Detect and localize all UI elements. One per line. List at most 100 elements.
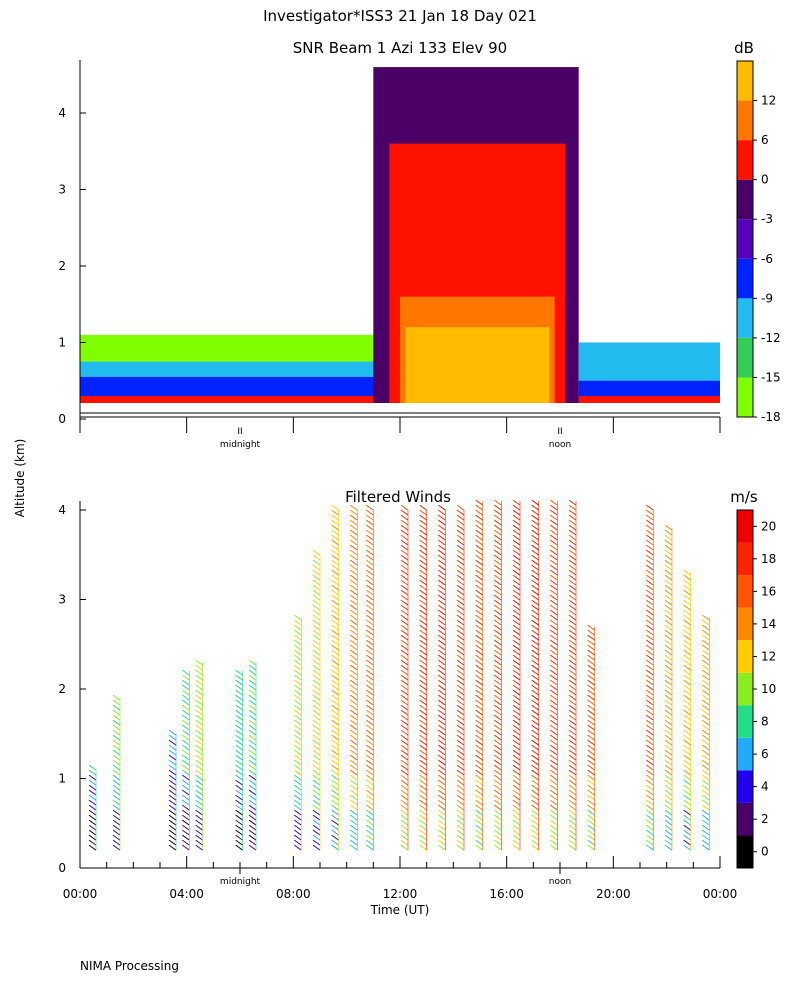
wind-barb	[550, 839, 558, 846]
wind-barb	[664, 834, 673, 841]
wind-barb	[475, 529, 483, 536]
wind-barb	[331, 814, 339, 821]
wind-barb	[475, 739, 483, 746]
wind-barb	[400, 669, 409, 676]
wind-barb	[683, 649, 691, 656]
wind-barb	[112, 839, 121, 846]
wind-barb	[512, 639, 521, 646]
wind-barb	[312, 564, 321, 571]
wind-barb	[664, 744, 673, 751]
wind-barb	[475, 679, 483, 686]
wind-barb	[312, 594, 321, 601]
wind-barb	[350, 764, 358, 771]
wind-barb	[400, 664, 409, 671]
wind-barb	[646, 624, 654, 631]
wind-barb	[531, 739, 539, 746]
wind-barb	[235, 789, 243, 796]
wind-barb	[400, 674, 409, 681]
wind-barb	[475, 769, 483, 776]
winds-y-tick-label: 4	[58, 503, 66, 517]
winds-colorbar-swatch	[737, 575, 753, 608]
wind-barb	[550, 599, 558, 606]
wind-barb	[456, 699, 465, 706]
wind-barb	[400, 574, 409, 581]
wind-barb	[350, 814, 358, 821]
wind-barb	[587, 799, 595, 806]
wind-barb	[294, 814, 302, 821]
wind-barb	[312, 694, 321, 701]
wind-barb	[683, 789, 691, 796]
wind-barb	[400, 759, 409, 766]
wind-barb	[350, 589, 358, 596]
wind-barb	[512, 764, 521, 771]
wind-barb	[235, 704, 243, 711]
wind-barb	[248, 759, 257, 766]
wind-barb	[531, 519, 539, 526]
wind-barb	[182, 669, 190, 676]
wind-barb	[195, 804, 203, 811]
wind-barb	[550, 739, 558, 746]
wind-barb	[294, 779, 302, 786]
wind-barb	[168, 804, 177, 811]
wind-barb	[456, 709, 465, 716]
wind-barb	[550, 509, 558, 516]
wind-barb	[88, 844, 97, 851]
wind-barb	[294, 629, 302, 636]
wind-barb	[683, 569, 691, 576]
wind-barb	[112, 799, 121, 806]
wind-barb	[438, 744, 446, 751]
wind-barb	[456, 569, 465, 576]
wind-barb	[475, 674, 483, 681]
wind-barb	[248, 774, 257, 781]
wind-barb	[456, 694, 465, 701]
wind-barb	[366, 679, 374, 686]
wind-barb	[350, 664, 358, 671]
wind-barb	[702, 664, 710, 671]
wind-barb	[248, 809, 257, 816]
wind-barb	[331, 629, 339, 636]
wind-barb	[550, 794, 558, 801]
wind-barb	[235, 749, 243, 756]
wind-barb	[512, 534, 521, 541]
wind-barb	[312, 624, 321, 631]
wind-barb	[248, 709, 257, 716]
wind-barb	[331, 664, 339, 671]
wind-barb	[312, 734, 321, 741]
wind-barb	[702, 764, 710, 771]
wind-barb	[350, 509, 358, 516]
wind-barb	[235, 694, 243, 701]
wind-barb	[331, 514, 339, 521]
wind-barb	[494, 524, 502, 531]
wind-barb	[587, 704, 595, 711]
wind-barb	[294, 844, 302, 851]
wind-barb	[494, 724, 502, 731]
wind-barb	[195, 664, 203, 671]
wind-barb	[438, 814, 446, 821]
wind-barb	[400, 559, 409, 566]
wind-barb	[702, 819, 710, 826]
wind-barb	[168, 734, 177, 741]
wind-barb	[168, 754, 177, 761]
snr-time-marker-label: midnight	[220, 440, 261, 450]
wind-barb	[438, 509, 446, 516]
wind-barb	[312, 729, 321, 736]
wind-barb	[248, 754, 257, 761]
wind-profile	[366, 504, 374, 851]
wind-barb	[235, 674, 243, 681]
wind-barb	[664, 674, 673, 681]
wind-barb	[182, 729, 190, 736]
wind-barb	[568, 564, 577, 571]
wind-barb	[419, 514, 427, 521]
wind-barb	[587, 744, 595, 751]
wind-barb	[350, 594, 358, 601]
wind-barb	[664, 749, 673, 756]
wind-barb	[550, 674, 558, 681]
wind-barb	[312, 709, 321, 716]
wind-barb	[312, 824, 321, 831]
winds-colorbar-unit: m/s	[730, 488, 758, 506]
wind-barb	[400, 739, 409, 746]
wind-barb	[664, 759, 673, 766]
wind-barb	[568, 624, 577, 631]
wind-barb	[587, 764, 595, 771]
wind-barb	[702, 644, 710, 651]
